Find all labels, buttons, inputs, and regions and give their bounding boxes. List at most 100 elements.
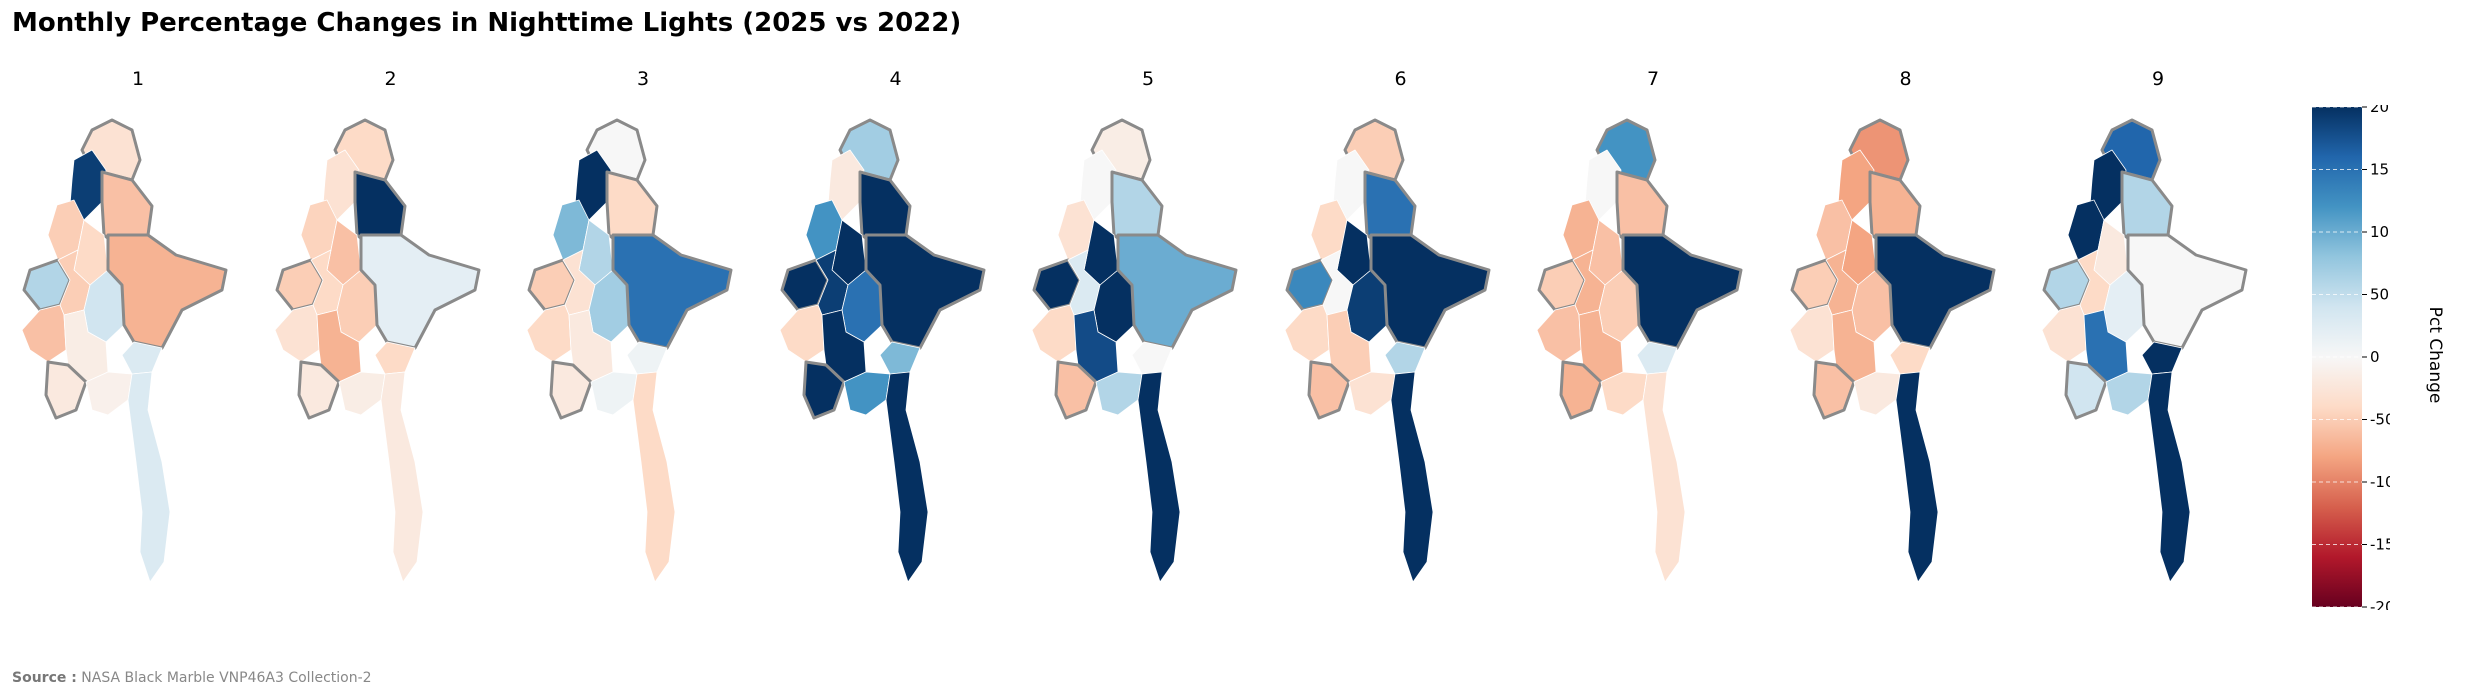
colorbar-tick-label: 0 [2370,348,2380,366]
panel-label: 8 [1899,68,1912,90]
map-panel-3: 3 [517,60,769,600]
map-region [1895,371,1938,583]
map-region [611,233,733,350]
map-region [1837,149,1874,221]
map-region [21,304,67,363]
chart-title: Monthly Percentage Changes in Nighttime … [12,8,962,38]
colorbar-tick-label: -50 [2370,411,2390,429]
map-panel-7: 7 [1527,60,1779,600]
map-region [380,371,423,583]
map-region [1079,149,1117,221]
map-region [1307,360,1350,420]
panel-label: 1 [131,68,145,90]
map-region [1789,304,1834,363]
map-region [2089,149,2127,221]
map-region [1384,341,1425,375]
map-region [338,371,385,416]
map-region [106,233,228,350]
map-region [359,233,480,350]
colorbar-tick-label: -100 [2370,473,2390,491]
map-svg [2041,118,2248,583]
source-note: Source : NASA Black Marble VNP46A3 Colle… [12,670,372,686]
map-panel-9: 9 [2032,60,2284,600]
map-region [1642,371,1686,583]
map-region [779,304,824,363]
colorbar-tick-label: -150 [2370,536,2390,554]
colorbar-label: Pct Change [2425,306,2445,404]
map-region [1621,233,1743,350]
map-region [1889,341,1930,375]
map-region [864,233,985,350]
map-panel-1: 1 [12,60,264,600]
map-region [44,360,88,420]
map-region [626,341,668,375]
map-region [374,341,415,375]
map-region [2041,304,2087,363]
map-region [885,371,928,583]
map-region [802,360,845,420]
map-region [1031,304,1077,363]
map-region [121,341,163,375]
map-region [85,371,133,416]
map-region [2105,371,2153,416]
map-region [69,149,107,221]
map-region [322,149,359,221]
map-region [2064,360,2108,420]
map-region [574,149,612,221]
map-region [297,360,340,420]
map-svg [1284,118,1490,583]
map-region [1131,341,1173,375]
map-svg [21,118,228,583]
map-region [1536,304,1582,363]
map-region [879,341,920,375]
map-region [127,371,171,583]
panel-label: 4 [889,68,902,90]
map-region [590,371,638,416]
map-region [843,371,890,416]
map-region [1369,233,1490,350]
map-region [1137,371,1181,583]
map-region [1853,371,1900,416]
map-region [1390,371,1433,583]
panel-label: 2 [384,68,397,90]
source-key: Source : [12,670,77,686]
map-region [1812,360,1855,420]
map-region [1348,371,1395,416]
colorbar: 200 150 100 50 0 -50 -100 -150 -200 [2310,98,2404,616]
map-panel-4: 4 [770,60,1022,600]
map-region [1874,233,1995,350]
panel-label: 3 [636,68,650,90]
map-region [1116,233,1238,350]
map-svg [1031,118,1238,583]
map-panel-2: 2 [265,60,517,600]
colorbar-tick-label: -200 [2370,598,2390,610]
colorbar-tick-label: 150 [2370,161,2390,179]
colorbar-tick-label: 50 [2370,286,2389,304]
map-region [1095,371,1143,416]
map-svg [1789,118,1995,583]
map-region [526,304,572,363]
map-region [1600,371,1648,416]
panel-label: 6 [1394,68,1407,90]
colorbar-svg: 200 150 100 50 0 -50 -100 -150 -200 [2312,98,2404,616]
map-svg [274,118,480,583]
map-panel-5: 5 [1022,60,1274,600]
map-region [827,149,864,221]
panel-label: 5 [1141,68,1155,90]
map-region [1584,149,1622,221]
map-region [1636,341,1678,375]
map-panel-6: 6 [1275,60,1527,600]
map-svg [779,118,985,583]
map-svg [1536,118,1743,583]
source-text: NASA Black Marble VNP46A3 Collection-2 [81,670,372,686]
map-region [1332,149,1369,221]
map-region [549,360,593,420]
panel-label: 9 [2151,68,2165,90]
map-region [1284,304,1329,363]
map-svg [526,118,733,583]
panel-label: 7 [1646,68,1660,90]
map-region [2141,341,2183,375]
map-region [1559,360,1603,420]
map-panel-8: 8 [1780,60,2032,600]
